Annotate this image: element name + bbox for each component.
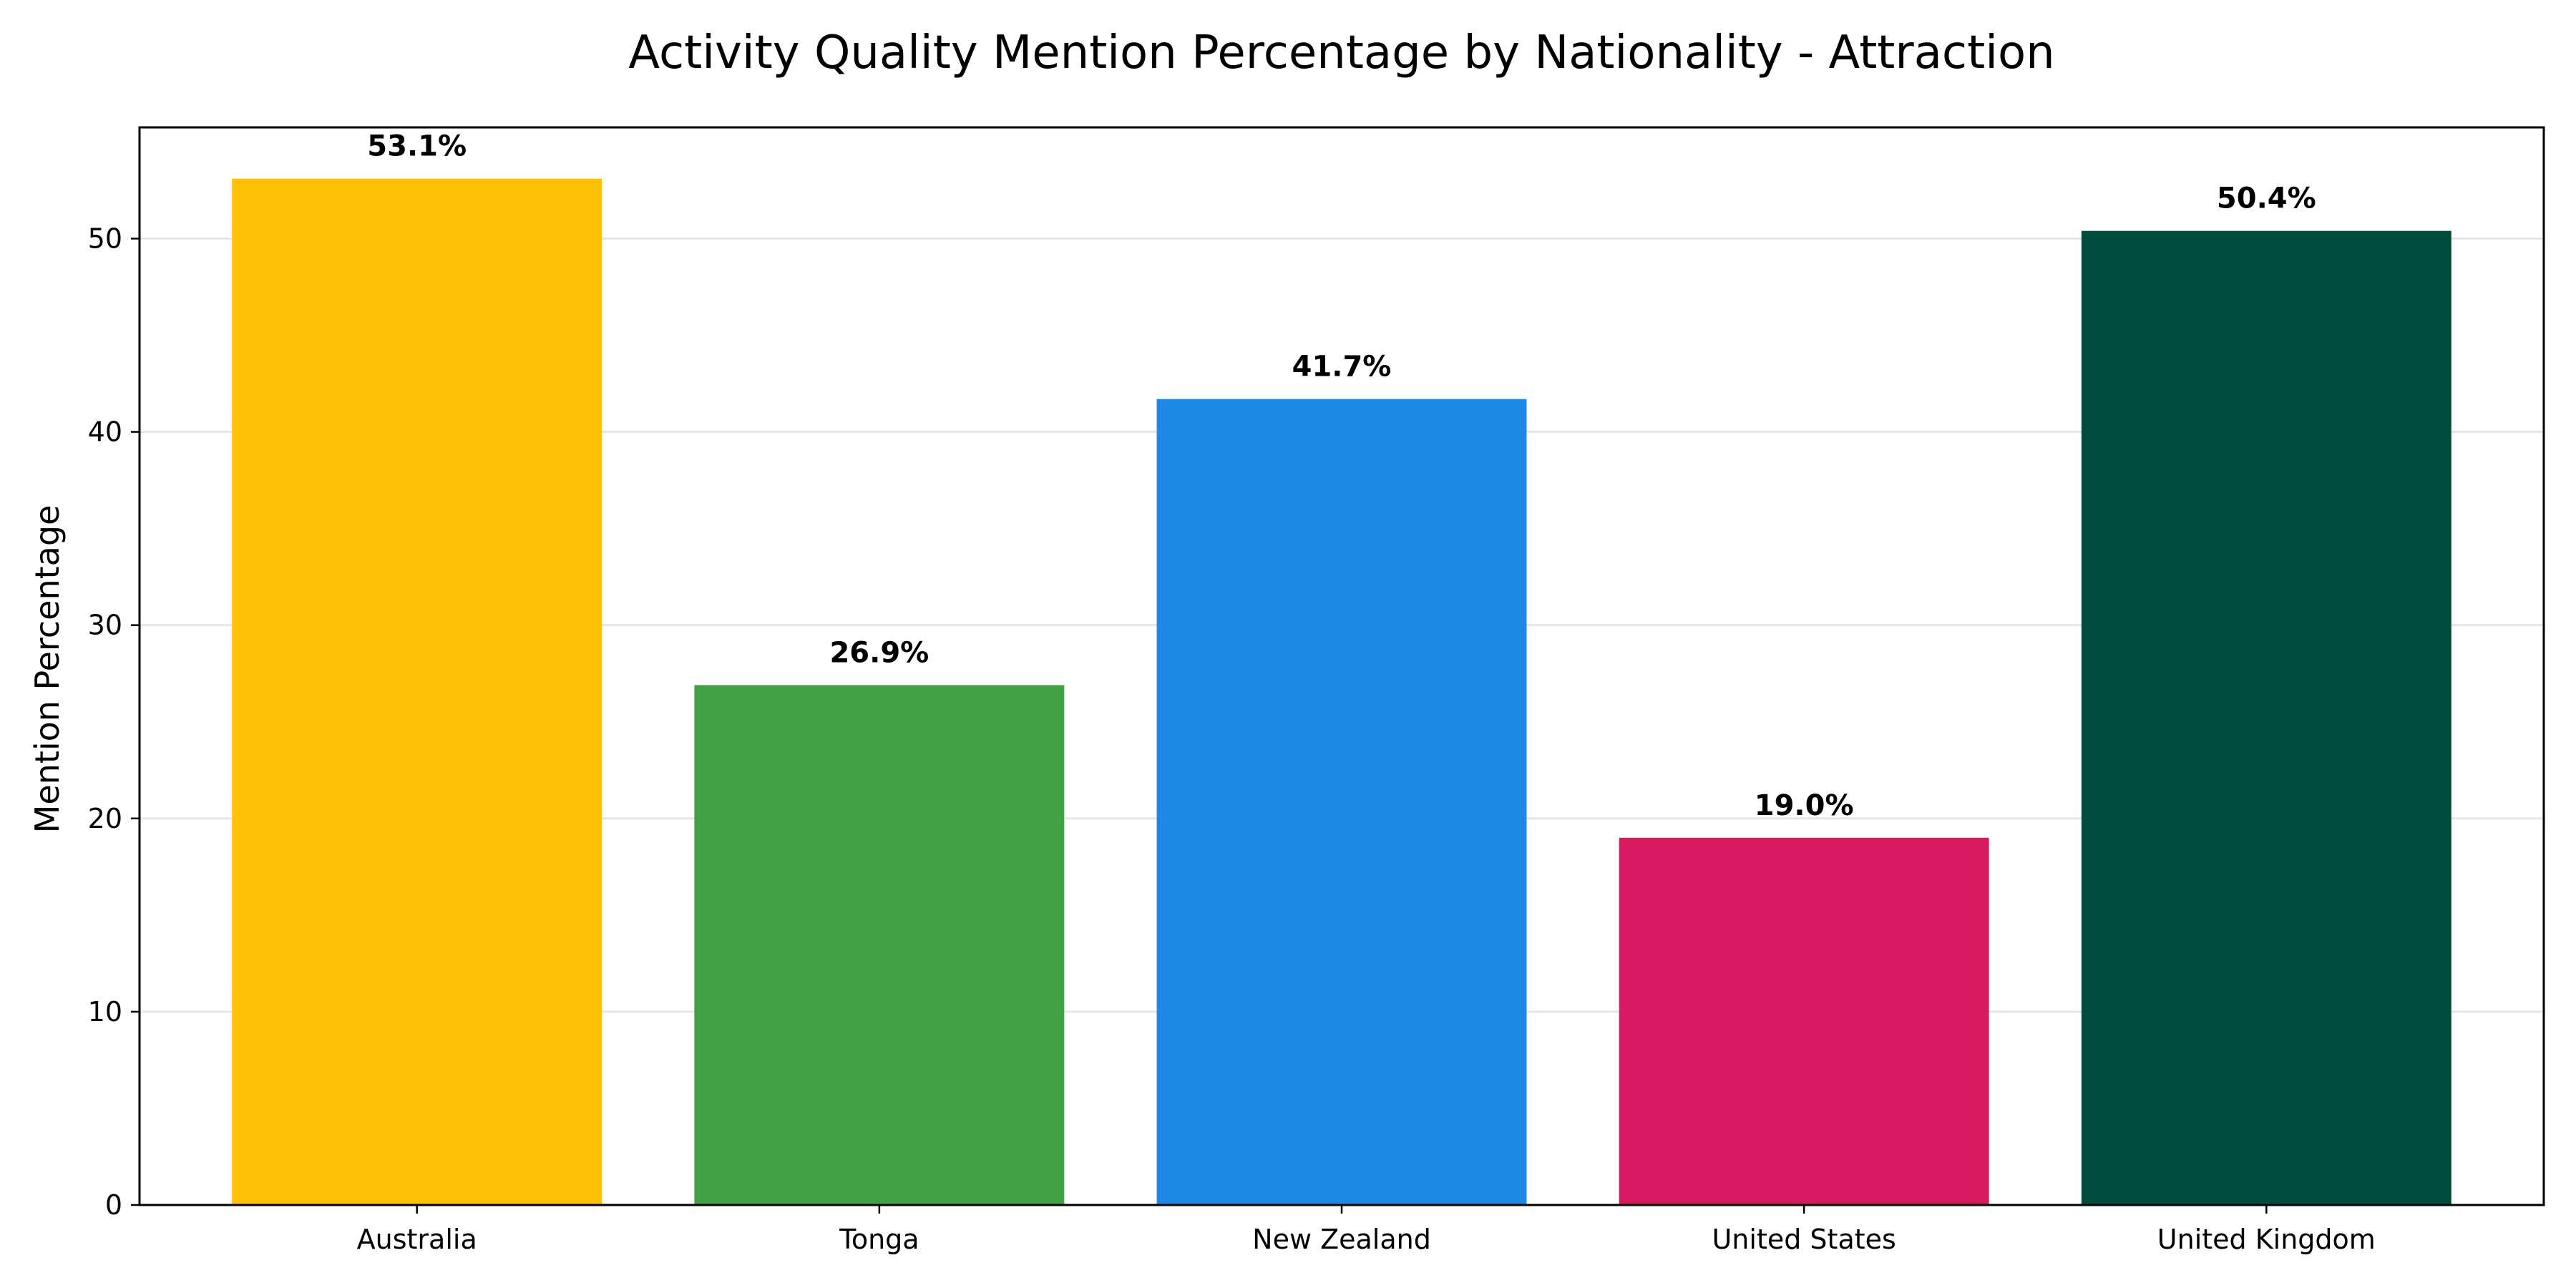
x-tick-label: Australia [357,1224,477,1255]
y-tick-label: 30 [88,610,122,641]
bar-value-label: 19.0% [1755,789,1854,822]
y-tick-label: 50 [88,223,122,254]
plot-area-frame [138,126,2545,1206]
x-axis: Australia Tonga New Zealand United States Un… [357,1205,2376,1255]
bar-value-label: 26.9% [829,636,929,669]
x-tick-label: Tonga [839,1224,919,1255]
bar-value-label: 41.7% [1292,351,1392,384]
chart-title: Activity Quality Mention Percentage by N… [628,26,2054,79]
bar-new-zealand [1156,399,1527,1205]
y-tick-label: 10 [88,996,122,1028]
x-tick-label: United States [1712,1224,1896,1255]
x-tick-label: New Zealand [1252,1224,1431,1255]
bar-australia [232,178,602,1206]
y-axis-label: Mention Percentage [28,505,67,834]
bars [232,178,2451,1206]
bar-value-label: 53.1% [367,130,467,163]
y-tick-label: 0 [105,1189,122,1221]
data-labels: 53.1% 26.9% 41.7% 19.0% 50.4% [367,130,2316,822]
bar-united-states [1619,837,1989,1205]
y-axis: 0 10 20 30 40 50 [88,223,140,1221]
bar-value-label: 50.4% [2217,182,2316,215]
y-tick-label: 40 [88,416,122,448]
bar-tonga [694,685,1065,1205]
x-tick-label: United Kingdom [2157,1224,2376,1255]
bar-united-kingdom [2081,230,2451,1206]
y-tick-label: 20 [88,803,122,834]
